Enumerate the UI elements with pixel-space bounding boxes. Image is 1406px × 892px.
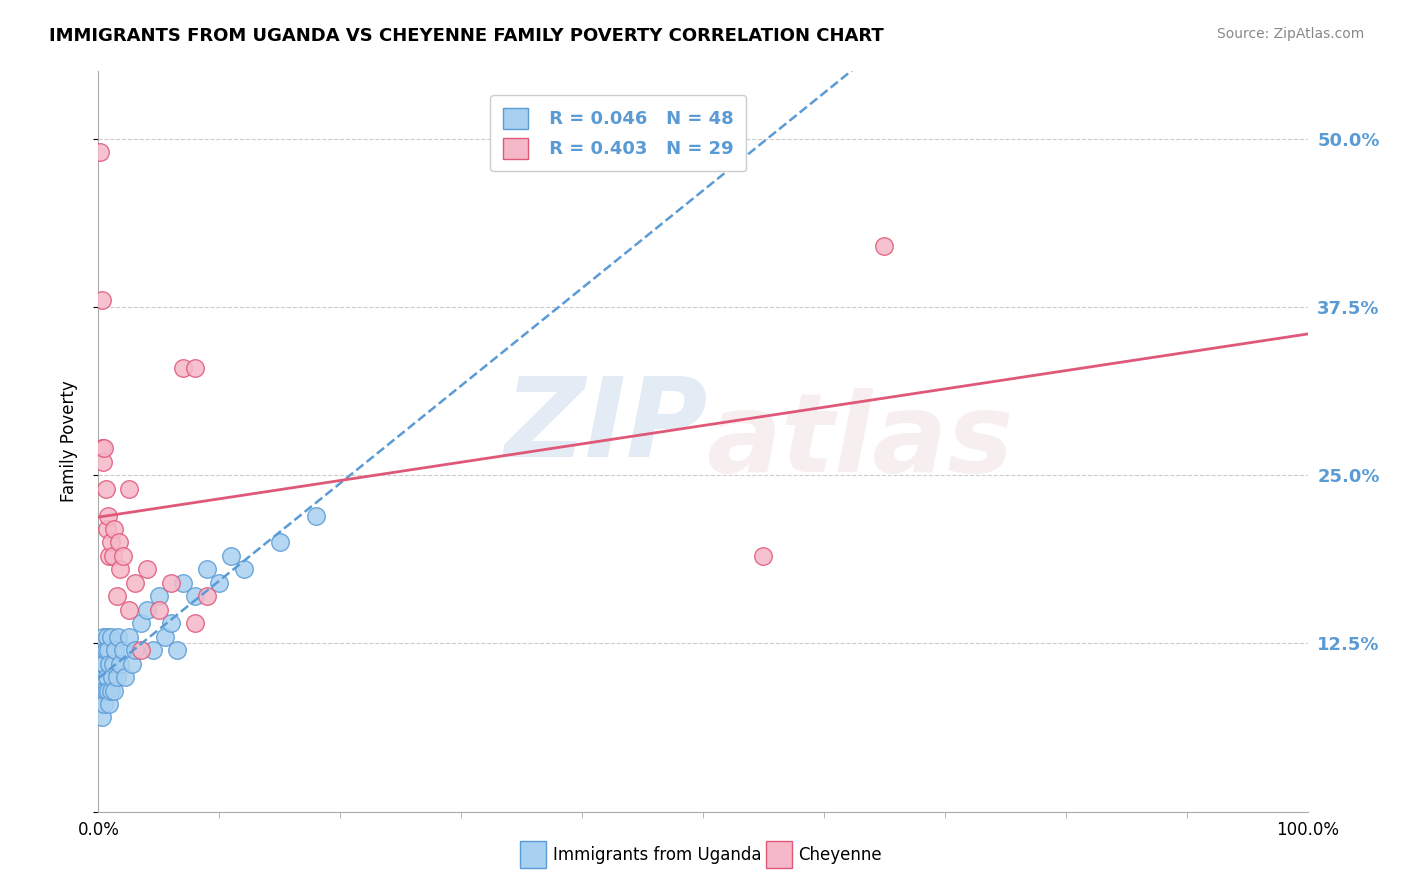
- Point: [121, 657, 143, 671]
- Point: [100, 683, 122, 698]
- Point: [166, 643, 188, 657]
- Point: [105, 670, 128, 684]
- Point: [160, 616, 183, 631]
- Point: [103, 522, 125, 536]
- Point: [100, 535, 122, 549]
- Point: [94, 482, 117, 496]
- Point: [91, 442, 114, 456]
- Point: [135, 603, 157, 617]
- Point: [221, 549, 243, 563]
- Point: [103, 683, 125, 698]
- Point: [93, 657, 115, 671]
- Point: [118, 482, 141, 496]
- Text: IMMIGRANTS FROM UGANDA VS CHEYENNE FAMILY POVERTY CORRELATION CHART: IMMIGRANTS FROM UGANDA VS CHEYENNE FAMIL…: [49, 27, 884, 45]
- Point: [94, 643, 117, 657]
- Text: atlas: atlas: [706, 388, 1014, 495]
- Point: [105, 590, 128, 604]
- Point: [184, 616, 207, 631]
- Text: ZIP: ZIP: [505, 373, 709, 480]
- Y-axis label: Family Poverty: Family Poverty: [59, 381, 77, 502]
- Point: [184, 360, 207, 375]
- Point: [232, 562, 254, 576]
- Legend:  R = 0.046   N = 48,  R = 0.403   N = 29: R = 0.046 N = 48, R = 0.403 N = 29: [491, 95, 747, 171]
- Point: [153, 630, 176, 644]
- Point: [93, 442, 115, 456]
- Point: [873, 239, 896, 253]
- Point: [97, 508, 120, 523]
- Point: [114, 670, 136, 684]
- Point: [107, 630, 129, 644]
- Point: [208, 575, 231, 590]
- Point: [118, 630, 141, 644]
- Point: [101, 549, 124, 563]
- Point: [100, 670, 122, 684]
- Point: [148, 590, 170, 604]
- Point: [97, 683, 120, 698]
- Point: [104, 643, 127, 657]
- Point: [101, 657, 124, 671]
- Point: [96, 670, 118, 684]
- Point: [93, 697, 115, 711]
- Point: [89, 697, 111, 711]
- Text: Immigrants from Uganda: Immigrants from Uganda: [553, 846, 761, 863]
- Point: [129, 616, 152, 631]
- Point: [172, 360, 194, 375]
- Point: [142, 643, 165, 657]
- Point: [91, 683, 114, 698]
- Point: [91, 630, 114, 644]
- Point: [160, 575, 183, 590]
- Point: [91, 293, 114, 308]
- Point: [195, 590, 218, 604]
- Point: [184, 590, 207, 604]
- Point: [108, 562, 131, 576]
- Point: [111, 643, 134, 657]
- Point: [98, 657, 121, 671]
- Point: [97, 643, 120, 657]
- Point: [91, 670, 114, 684]
- Point: [89, 670, 111, 684]
- Point: [108, 535, 131, 549]
- Point: [172, 575, 194, 590]
- Point: [752, 549, 775, 563]
- Point: [108, 657, 131, 671]
- Point: [195, 562, 218, 576]
- Point: [124, 575, 146, 590]
- Point: [94, 683, 117, 698]
- Point: [98, 549, 121, 563]
- Point: [91, 710, 114, 724]
- Point: [269, 535, 291, 549]
- Point: [305, 508, 328, 523]
- Text: Cheyenne: Cheyenne: [799, 846, 882, 863]
- Point: [118, 603, 141, 617]
- Point: [111, 549, 134, 563]
- Point: [89, 145, 111, 160]
- Point: [90, 683, 112, 698]
- Point: [124, 643, 146, 657]
- Point: [129, 643, 152, 657]
- Point: [98, 697, 121, 711]
- Point: [91, 657, 114, 671]
- Point: [90, 643, 112, 657]
- Text: Source: ZipAtlas.com: Source: ZipAtlas.com: [1216, 27, 1364, 41]
- Point: [135, 562, 157, 576]
- Point: [96, 522, 118, 536]
- Point: [91, 455, 114, 469]
- Point: [148, 603, 170, 617]
- Point: [100, 630, 122, 644]
- Point: [96, 630, 118, 644]
